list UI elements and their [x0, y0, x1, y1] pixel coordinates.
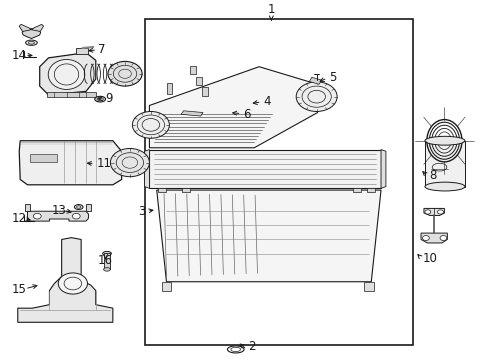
Bar	[366, 188, 374, 192]
Bar	[182, 188, 189, 192]
Text: 16: 16	[98, 254, 113, 267]
Polygon shape	[181, 111, 203, 116]
Polygon shape	[31, 24, 43, 31]
Polygon shape	[380, 149, 385, 188]
Polygon shape	[40, 53, 96, 95]
Bar	[352, 188, 360, 192]
Text: 2: 2	[248, 340, 255, 353]
Bar	[76, 48, 88, 54]
Polygon shape	[25, 204, 30, 211]
Text: 6: 6	[243, 108, 250, 121]
Bar	[202, 87, 207, 96]
Text: 11: 11	[96, 157, 111, 170]
Bar	[158, 188, 165, 192]
Circle shape	[132, 112, 169, 138]
Polygon shape	[161, 282, 171, 291]
Bar	[47, 93, 96, 97]
Text: 14: 14	[11, 49, 26, 62]
Ellipse shape	[227, 346, 244, 353]
Polygon shape	[149, 67, 317, 148]
Bar	[144, 19, 412, 345]
Polygon shape	[363, 282, 373, 291]
Polygon shape	[19, 24, 31, 31]
Circle shape	[58, 273, 87, 294]
Circle shape	[422, 235, 428, 240]
Circle shape	[33, 213, 41, 219]
Text: 8: 8	[428, 170, 435, 183]
Ellipse shape	[103, 267, 110, 271]
Bar	[104, 253, 110, 269]
Ellipse shape	[102, 251, 111, 256]
Bar	[196, 77, 202, 85]
Text: 13: 13	[51, 204, 66, 217]
Ellipse shape	[95, 96, 105, 102]
Ellipse shape	[48, 59, 84, 89]
Bar	[167, 83, 171, 94]
Text: 4: 4	[263, 95, 270, 108]
Polygon shape	[149, 149, 380, 188]
Polygon shape	[22, 29, 41, 39]
Polygon shape	[19, 141, 122, 185]
Text: 15: 15	[11, 283, 26, 296]
Polygon shape	[420, 233, 447, 243]
Polygon shape	[423, 208, 444, 216]
Circle shape	[108, 62, 142, 86]
Bar	[424, 141, 464, 186]
Text: 1: 1	[267, 3, 275, 15]
Polygon shape	[86, 204, 91, 211]
Circle shape	[439, 235, 446, 240]
Ellipse shape	[74, 204, 83, 210]
Polygon shape	[27, 211, 88, 221]
Text: 9: 9	[105, 92, 113, 105]
Polygon shape	[157, 190, 380, 282]
Circle shape	[296, 82, 336, 112]
Circle shape	[437, 210, 443, 214]
Text: 5: 5	[328, 71, 336, 84]
Bar	[30, 154, 57, 162]
Circle shape	[110, 148, 149, 177]
Circle shape	[424, 210, 430, 214]
Bar	[190, 66, 196, 75]
Text: 7: 7	[98, 43, 105, 56]
Text: 12: 12	[11, 212, 26, 225]
Ellipse shape	[424, 136, 464, 145]
Polygon shape	[18, 238, 113, 322]
Text: 10: 10	[422, 252, 436, 265]
Polygon shape	[144, 149, 149, 188]
Polygon shape	[309, 77, 321, 84]
Circle shape	[72, 213, 80, 219]
Text: 3: 3	[138, 205, 145, 218]
Ellipse shape	[424, 182, 464, 191]
Ellipse shape	[25, 40, 37, 45]
